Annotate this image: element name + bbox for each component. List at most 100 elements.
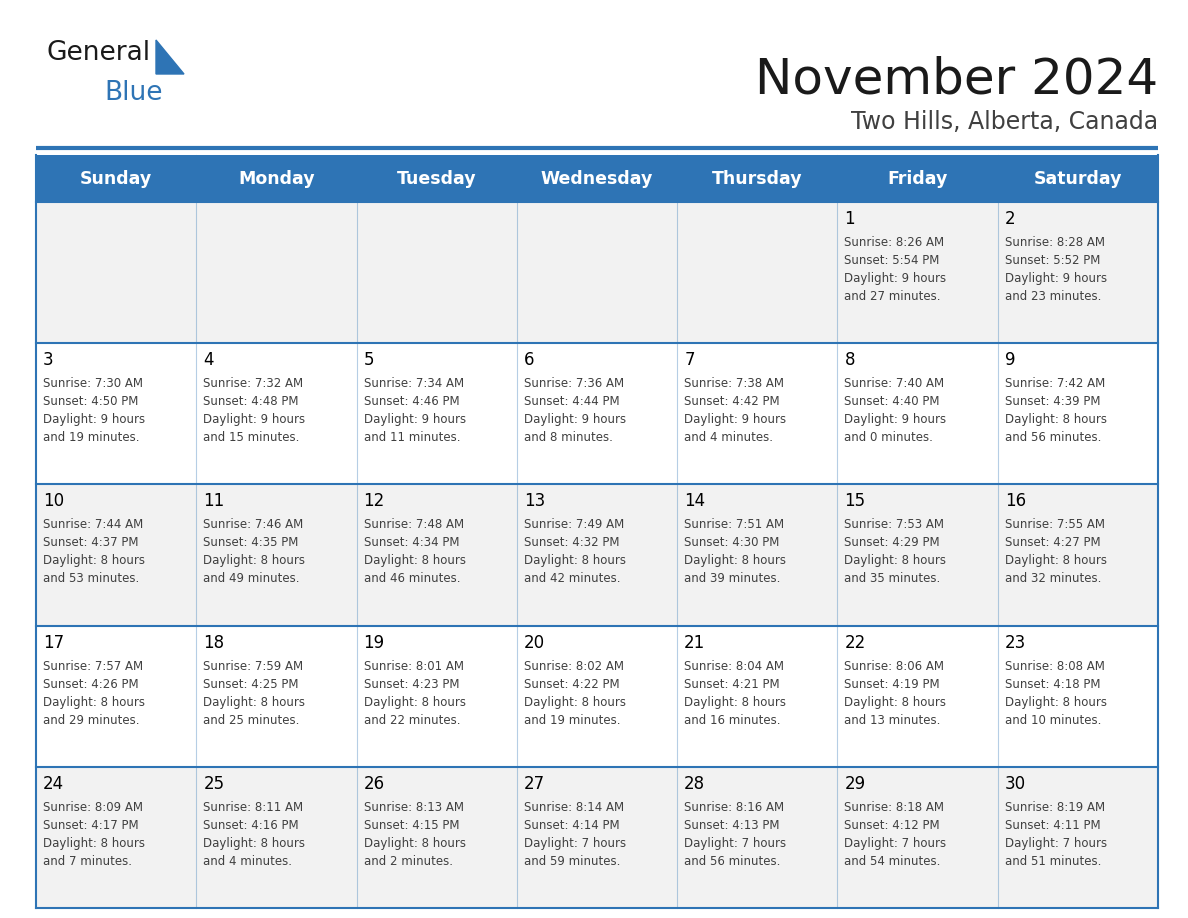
Bar — [517, 767, 677, 908]
Text: Sunrise: 8:01 AM
Sunset: 4:23 PM
Daylight: 8 hours
and 22 minutes.: Sunrise: 8:01 AM Sunset: 4:23 PM Dayligh… — [364, 660, 466, 727]
Text: Sunrise: 8:04 AM
Sunset: 4:21 PM
Daylight: 8 hours
and 16 minutes.: Sunrise: 8:04 AM Sunset: 4:21 PM Dayligh… — [684, 660, 786, 727]
Bar — [36, 767, 196, 908]
Bar — [838, 485, 998, 625]
Text: 11: 11 — [203, 492, 225, 510]
Text: Two Hills, Alberta, Canada: Two Hills, Alberta, Canada — [851, 110, 1158, 134]
Bar — [36, 343, 196, 485]
Text: Blue: Blue — [105, 80, 163, 106]
Bar — [838, 767, 998, 908]
Text: Wednesday: Wednesday — [541, 170, 653, 187]
Text: 2: 2 — [1005, 210, 1016, 228]
Text: 7: 7 — [684, 352, 695, 369]
Bar — [196, 485, 356, 625]
Text: Sunrise: 7:30 AM
Sunset: 4:50 PM
Daylight: 9 hours
and 19 minutes.: Sunrise: 7:30 AM Sunset: 4:50 PM Dayligh… — [43, 377, 145, 444]
Text: 12: 12 — [364, 492, 385, 510]
Text: 9: 9 — [1005, 352, 1016, 369]
Text: 17: 17 — [43, 633, 64, 652]
Text: General: General — [46, 40, 150, 66]
Text: Sunrise: 8:16 AM
Sunset: 4:13 PM
Daylight: 7 hours
and 56 minutes.: Sunrise: 8:16 AM Sunset: 4:13 PM Dayligh… — [684, 800, 786, 868]
Text: 29: 29 — [845, 775, 866, 793]
Bar — [998, 625, 1158, 767]
Bar — [998, 767, 1158, 908]
Text: 28: 28 — [684, 775, 706, 793]
Text: Saturday: Saturday — [1034, 170, 1123, 187]
Bar — [998, 485, 1158, 625]
Bar — [838, 202, 998, 343]
Text: 10: 10 — [43, 492, 64, 510]
Text: 6: 6 — [524, 352, 535, 369]
Bar — [838, 343, 998, 485]
Text: 3: 3 — [43, 352, 53, 369]
Text: 18: 18 — [203, 633, 225, 652]
Text: Tuesday: Tuesday — [397, 170, 476, 187]
Text: 16: 16 — [1005, 492, 1026, 510]
Text: Sunrise: 8:08 AM
Sunset: 4:18 PM
Daylight: 8 hours
and 10 minutes.: Sunrise: 8:08 AM Sunset: 4:18 PM Dayligh… — [1005, 660, 1107, 727]
Text: Sunrise: 8:02 AM
Sunset: 4:22 PM
Daylight: 8 hours
and 19 minutes.: Sunrise: 8:02 AM Sunset: 4:22 PM Dayligh… — [524, 660, 626, 727]
Text: 20: 20 — [524, 633, 545, 652]
Text: Sunrise: 7:55 AM
Sunset: 4:27 PM
Daylight: 8 hours
and 32 minutes.: Sunrise: 7:55 AM Sunset: 4:27 PM Dayligh… — [1005, 519, 1107, 586]
Text: Sunrise: 8:13 AM
Sunset: 4:15 PM
Daylight: 8 hours
and 2 minutes.: Sunrise: 8:13 AM Sunset: 4:15 PM Dayligh… — [364, 800, 466, 868]
Bar — [998, 202, 1158, 343]
Bar — [356, 343, 517, 485]
Text: 15: 15 — [845, 492, 866, 510]
Text: 4: 4 — [203, 352, 214, 369]
Text: Friday: Friday — [887, 170, 948, 187]
Text: 27: 27 — [524, 775, 545, 793]
Polygon shape — [156, 40, 184, 74]
Text: Sunrise: 7:59 AM
Sunset: 4:25 PM
Daylight: 8 hours
and 25 minutes.: Sunrise: 7:59 AM Sunset: 4:25 PM Dayligh… — [203, 660, 305, 727]
Bar — [36, 625, 196, 767]
Text: 14: 14 — [684, 492, 706, 510]
Text: 25: 25 — [203, 775, 225, 793]
Text: Monday: Monday — [238, 170, 315, 187]
Text: 21: 21 — [684, 633, 706, 652]
Text: Sunrise: 7:57 AM
Sunset: 4:26 PM
Daylight: 8 hours
and 29 minutes.: Sunrise: 7:57 AM Sunset: 4:26 PM Dayligh… — [43, 660, 145, 727]
Text: Sunrise: 7:53 AM
Sunset: 4:29 PM
Daylight: 8 hours
and 35 minutes.: Sunrise: 7:53 AM Sunset: 4:29 PM Dayligh… — [845, 519, 947, 586]
Bar — [517, 485, 677, 625]
Text: Sunrise: 8:19 AM
Sunset: 4:11 PM
Daylight: 7 hours
and 51 minutes.: Sunrise: 8:19 AM Sunset: 4:11 PM Dayligh… — [1005, 800, 1107, 868]
Bar — [356, 202, 517, 343]
Text: Sunrise: 7:51 AM
Sunset: 4:30 PM
Daylight: 8 hours
and 39 minutes.: Sunrise: 7:51 AM Sunset: 4:30 PM Dayligh… — [684, 519, 786, 586]
Text: 19: 19 — [364, 633, 385, 652]
Bar — [356, 625, 517, 767]
Bar — [517, 625, 677, 767]
Text: Sunrise: 7:38 AM
Sunset: 4:42 PM
Daylight: 9 hours
and 4 minutes.: Sunrise: 7:38 AM Sunset: 4:42 PM Dayligh… — [684, 377, 786, 444]
Bar — [196, 767, 356, 908]
Text: Sunrise: 7:36 AM
Sunset: 4:44 PM
Daylight: 9 hours
and 8 minutes.: Sunrise: 7:36 AM Sunset: 4:44 PM Dayligh… — [524, 377, 626, 444]
Text: Sunrise: 7:48 AM
Sunset: 4:34 PM
Daylight: 8 hours
and 46 minutes.: Sunrise: 7:48 AM Sunset: 4:34 PM Dayligh… — [364, 519, 466, 586]
Bar — [356, 767, 517, 908]
Text: Sunrise: 8:28 AM
Sunset: 5:52 PM
Daylight: 9 hours
and 23 minutes.: Sunrise: 8:28 AM Sunset: 5:52 PM Dayligh… — [1005, 236, 1107, 303]
Text: Sunrise: 8:06 AM
Sunset: 4:19 PM
Daylight: 8 hours
and 13 minutes.: Sunrise: 8:06 AM Sunset: 4:19 PM Dayligh… — [845, 660, 947, 727]
Text: Sunrise: 7:49 AM
Sunset: 4:32 PM
Daylight: 8 hours
and 42 minutes.: Sunrise: 7:49 AM Sunset: 4:32 PM Dayligh… — [524, 519, 626, 586]
Text: Thursday: Thursday — [712, 170, 803, 187]
Bar — [36, 155, 1158, 202]
Bar — [196, 343, 356, 485]
Text: November 2024: November 2024 — [754, 55, 1158, 103]
Bar — [838, 625, 998, 767]
Bar — [356, 485, 517, 625]
Text: 24: 24 — [43, 775, 64, 793]
Text: Sunrise: 7:44 AM
Sunset: 4:37 PM
Daylight: 8 hours
and 53 minutes.: Sunrise: 7:44 AM Sunset: 4:37 PM Dayligh… — [43, 519, 145, 586]
Text: 8: 8 — [845, 352, 855, 369]
Text: Sunrise: 8:26 AM
Sunset: 5:54 PM
Daylight: 9 hours
and 27 minutes.: Sunrise: 8:26 AM Sunset: 5:54 PM Dayligh… — [845, 236, 947, 303]
Text: 5: 5 — [364, 352, 374, 369]
Bar — [517, 202, 677, 343]
Text: 23: 23 — [1005, 633, 1026, 652]
Text: Sunrise: 7:40 AM
Sunset: 4:40 PM
Daylight: 9 hours
and 0 minutes.: Sunrise: 7:40 AM Sunset: 4:40 PM Dayligh… — [845, 377, 947, 444]
Bar — [677, 202, 838, 343]
Text: 13: 13 — [524, 492, 545, 510]
Text: Sunrise: 8:11 AM
Sunset: 4:16 PM
Daylight: 8 hours
and 4 minutes.: Sunrise: 8:11 AM Sunset: 4:16 PM Dayligh… — [203, 800, 305, 868]
Bar — [998, 343, 1158, 485]
Bar — [677, 767, 838, 908]
Bar — [196, 202, 356, 343]
Text: Sunday: Sunday — [80, 170, 152, 187]
Text: Sunrise: 8:18 AM
Sunset: 4:12 PM
Daylight: 7 hours
and 54 minutes.: Sunrise: 8:18 AM Sunset: 4:12 PM Dayligh… — [845, 800, 947, 868]
Bar — [677, 485, 838, 625]
Bar — [677, 343, 838, 485]
Text: Sunrise: 7:42 AM
Sunset: 4:39 PM
Daylight: 8 hours
and 56 minutes.: Sunrise: 7:42 AM Sunset: 4:39 PM Dayligh… — [1005, 377, 1107, 444]
Bar — [196, 625, 356, 767]
Text: Sunrise: 7:34 AM
Sunset: 4:46 PM
Daylight: 9 hours
and 11 minutes.: Sunrise: 7:34 AM Sunset: 4:46 PM Dayligh… — [364, 377, 466, 444]
Text: 26: 26 — [364, 775, 385, 793]
Bar — [36, 202, 196, 343]
Bar — [517, 343, 677, 485]
Text: Sunrise: 8:14 AM
Sunset: 4:14 PM
Daylight: 7 hours
and 59 minutes.: Sunrise: 8:14 AM Sunset: 4:14 PM Dayligh… — [524, 800, 626, 868]
